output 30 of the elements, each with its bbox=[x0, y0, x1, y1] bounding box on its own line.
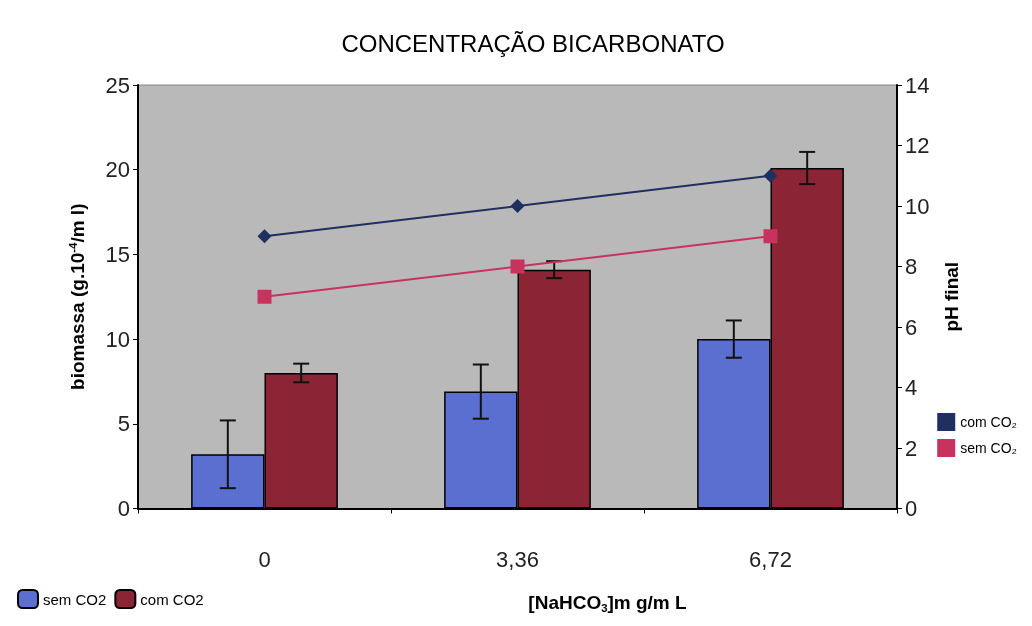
y2-tick-label: 4 bbox=[905, 375, 918, 400]
legend-label: sem CO2 bbox=[43, 590, 107, 608]
y2-tick-label: 8 bbox=[905, 254, 918, 279]
y2-tick-label: 2 bbox=[905, 435, 918, 461]
y-tick-label: 10 bbox=[105, 326, 130, 352]
chart-title: CONCENTRAÇÃO BICARBONATO bbox=[341, 29, 725, 57]
legend-label: com CO2 bbox=[140, 590, 204, 608]
point bbox=[763, 168, 778, 183]
y-tick-label: 25 bbox=[105, 72, 130, 98]
legend-label: com CO₂ bbox=[960, 414, 1018, 430]
point bbox=[510, 199, 525, 213]
point bbox=[763, 229, 778, 244]
x-tick-label: 6,72 bbox=[749, 547, 792, 572]
y2-tick-label: 12 bbox=[905, 133, 930, 158]
y2-tick-label: 14 bbox=[905, 72, 930, 98]
x-tick-label: 3,36 bbox=[496, 547, 539, 572]
y-tick-label: 15 bbox=[105, 241, 130, 267]
y-tick-label: 0 bbox=[117, 496, 130, 521]
point bbox=[257, 229, 272, 244]
x-axis-title: [NaHCO3]m g/m L bbox=[528, 592, 688, 614]
point bbox=[257, 289, 272, 304]
y2-tick-label: 6 bbox=[905, 314, 918, 340]
y2-axis-title: pH final bbox=[941, 261, 962, 332]
y-tick-label: 20 bbox=[105, 157, 130, 183]
point bbox=[510, 259, 525, 274]
y2-tick-label: 10 bbox=[905, 193, 930, 219]
x-tick-label: 0 bbox=[258, 547, 271, 572]
legend-label: sem CO₂ bbox=[960, 440, 1018, 456]
y2-tick-label: 0 bbox=[905, 496, 918, 521]
y-tick-label: 5 bbox=[117, 411, 130, 437]
